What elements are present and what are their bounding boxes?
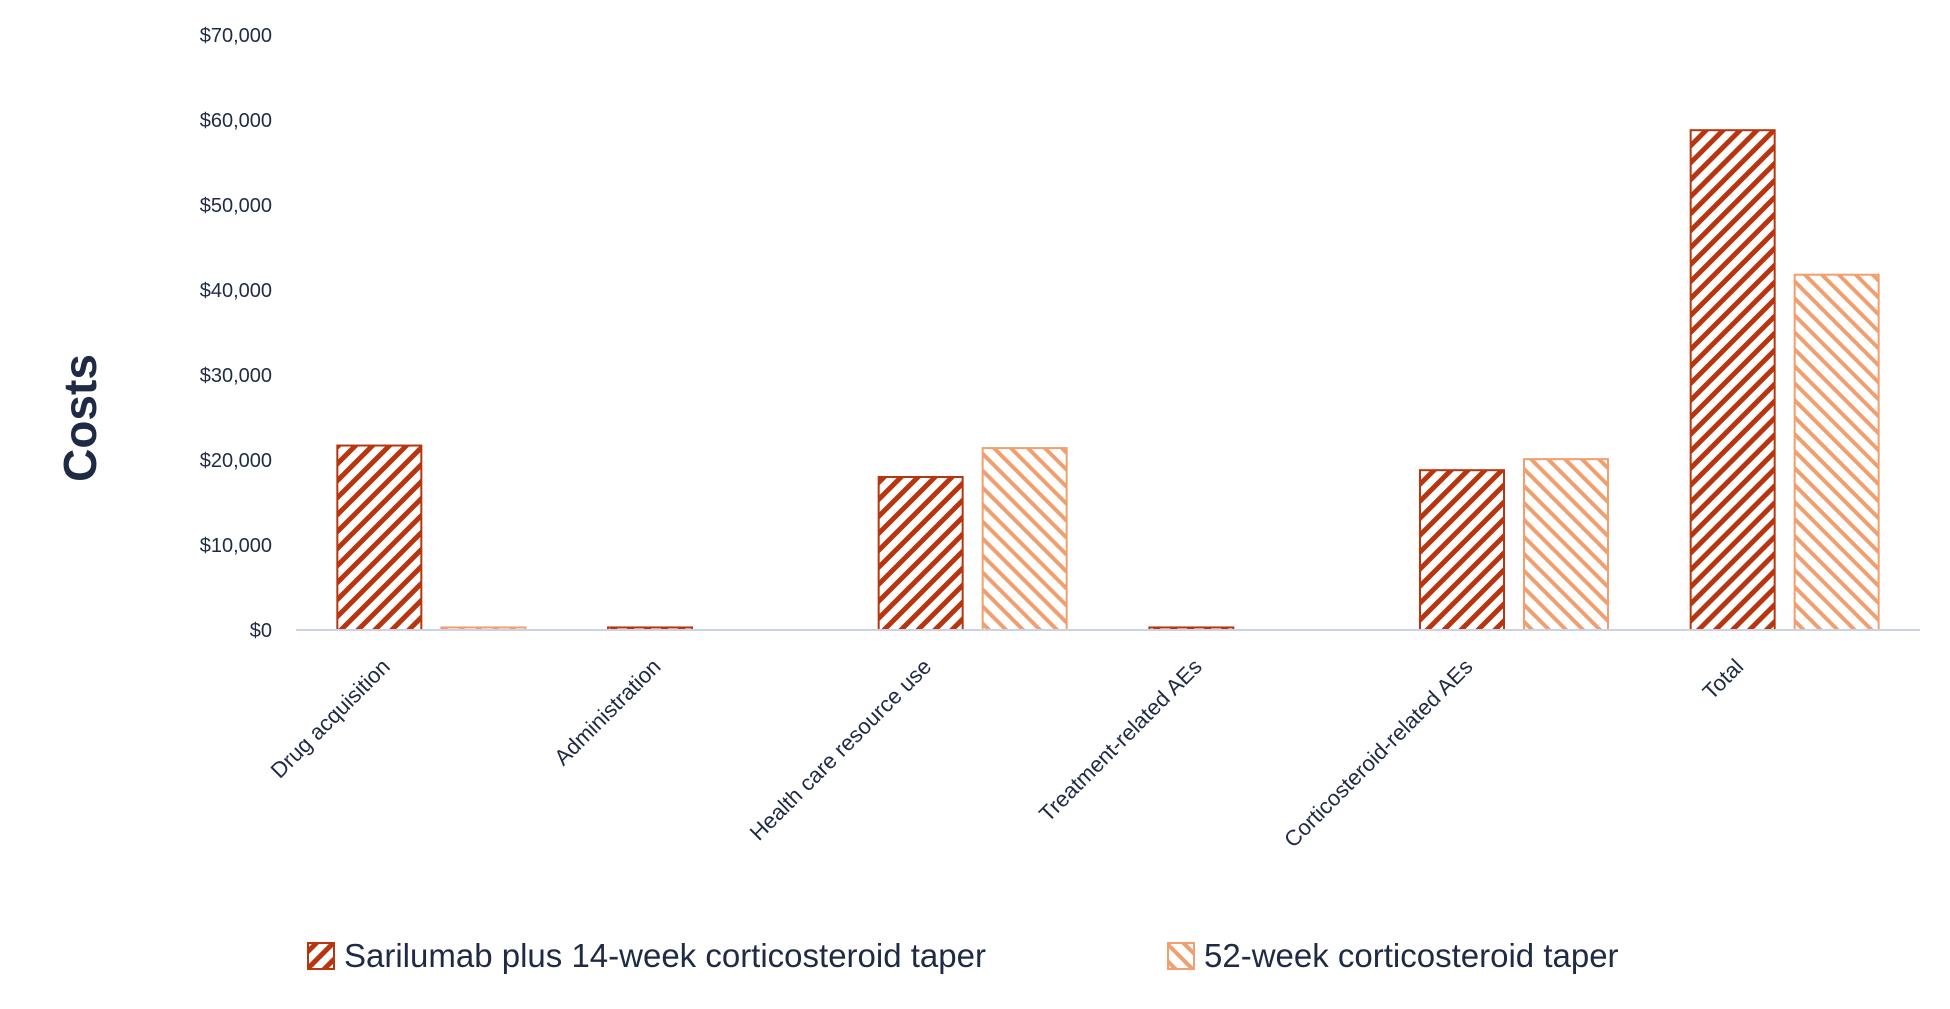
x-category-label: Total <box>1698 654 1749 705</box>
legend-label: 52-week corticosteroid taper <box>1204 937 1619 974</box>
y-tick-label: $60,000 <box>200 110 272 132</box>
y-tick-label: $0 <box>250 620 272 642</box>
x-category-label: Corticosteroid-related AEs <box>1279 654 1477 852</box>
bar-series-1 <box>1419 469 1505 632</box>
legend-swatch <box>1167 942 1195 970</box>
x-category-label: Administration <box>549 654 665 770</box>
bars <box>336 129 1880 632</box>
y-tick-label: $30,000 <box>200 365 272 387</box>
bar-series-2 <box>981 447 1068 631</box>
bar-series-1 <box>877 476 964 631</box>
y-tick-label: $70,000 <box>200 25 272 47</box>
legend: Sarilumab plus 14-week corticosteroid ta… <box>307 937 1619 974</box>
legend-label: Sarilumab plus 14-week corticosteroid ta… <box>344 937 986 974</box>
y-axis-title: Costs <box>54 354 106 482</box>
y-tick-label: $40,000 <box>200 280 272 302</box>
y-axis-ticks: $0 $10,000 $20,000 $30,000 $40,000 $50,000 $60… <box>200 25 272 642</box>
bar-series-2 <box>1793 273 1880 631</box>
y-tick-label: $10,000 <box>200 535 272 557</box>
x-category-label: Drug acquisition <box>266 654 395 783</box>
bar-series-1 <box>336 444 423 631</box>
bar-series-2 <box>1523 458 1609 631</box>
legend-swatch <box>307 942 335 970</box>
bar-series-1 <box>1689 129 1776 631</box>
y-tick-label: $20,000 <box>200 450 272 472</box>
y-tick-label: $50,000 <box>200 195 272 217</box>
category-labels: Drug acquisition Administration Health car… <box>266 654 1749 852</box>
x-category-label: Treatment-related AEs <box>1034 654 1207 827</box>
x-category-label: Health care resource use <box>745 654 936 845</box>
